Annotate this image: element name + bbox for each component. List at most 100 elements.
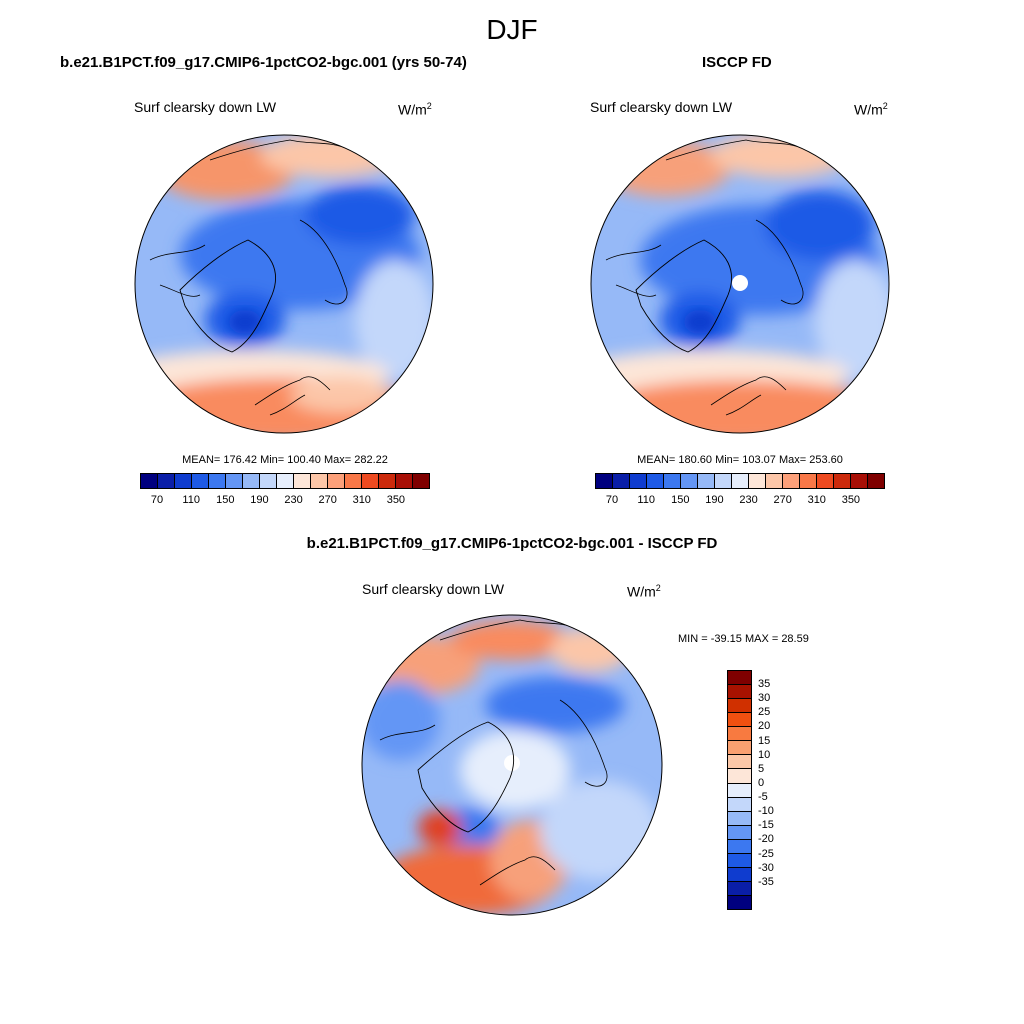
colorbar-cell <box>728 783 751 798</box>
colorbar-cell <box>396 474 413 488</box>
panel3-stats: MIN = -39.15 MAX = 28.59 <box>678 633 809 645</box>
colorbar-cell <box>728 853 751 868</box>
colorbar-cell <box>728 685 751 700</box>
colorbar-cell <box>728 713 751 728</box>
colorbar-cell <box>192 474 209 488</box>
colorbar-tick-label: -20 <box>758 833 774 846</box>
colorbar-cell <box>311 474 328 488</box>
colorbar-tick-label: 30 <box>758 692 771 705</box>
colorbar-cell <box>226 474 243 488</box>
colorbar-cell <box>294 474 311 488</box>
panel1-variable: Surf clearsky down LW <box>134 99 277 115</box>
colorbar-cell <box>345 474 362 488</box>
colorbar-cell <box>728 741 751 756</box>
colorbar-tick-label: -30 <box>758 861 774 874</box>
colorbar-tick-label: 270 <box>318 494 337 506</box>
colorbar-cell <box>728 699 751 714</box>
colorbar-cell <box>613 474 630 488</box>
colorbar-cell <box>596 474 613 488</box>
colorbar-tick-label: 0 <box>758 776 765 789</box>
colorbar-tick-label: 35 <box>758 678 771 691</box>
colorbar-cell <box>728 896 751 910</box>
colorbar-tick-label: 15 <box>758 734 771 747</box>
colorbar-tick-label: 310 <box>807 494 826 506</box>
colorbar-cell <box>379 474 396 488</box>
colorbar-cell <box>260 474 277 488</box>
colorbar-tick-label: 230 <box>739 494 758 506</box>
panel3-title: b.e21.B1PCT.f09_g17.CMIP6-1pctCO2-bgc.00… <box>306 535 718 552</box>
colorbar-cell <box>698 474 715 488</box>
colorbar-cell <box>728 867 751 882</box>
colorbar-cell <box>766 474 783 488</box>
colorbar-tick-label: 20 <box>758 720 771 733</box>
colorbar-cell <box>209 474 226 488</box>
colorbar-tick-label: 350 <box>386 494 406 506</box>
colorbar-tick-label: 230 <box>284 494 303 506</box>
panel3-colorbar <box>727 670 752 910</box>
panel1-stats: MEAN= 176.42 Min= 100.40 Max= 282.22 <box>182 454 388 466</box>
colorbar-cell <box>817 474 834 488</box>
panel3-variable: Surf clearsky down LW <box>362 581 505 597</box>
colorbar-cell <box>728 797 751 812</box>
colorbar-cell <box>728 769 751 784</box>
colorbar-tick-label: -25 <box>758 847 774 860</box>
colorbar-tick-label: 150 <box>216 494 235 506</box>
colorbar-cell <box>664 474 681 488</box>
colorbar-cell <box>728 755 751 770</box>
colorbar-cell <box>728 881 751 896</box>
colorbar-tick-label: 70 <box>150 494 164 506</box>
colorbar-cell <box>647 474 664 488</box>
colorbar-tick-label: 110 <box>182 494 200 506</box>
colorbar-cell <box>277 474 294 488</box>
panel1-colorbar <box>140 473 430 489</box>
colorbar-cell <box>749 474 766 488</box>
colorbar-tick-label: -10 <box>758 805 774 818</box>
colorbar-cell <box>728 825 751 840</box>
colorbar-tick-label: 10 <box>758 748 771 761</box>
colorbar-cell <box>413 474 429 488</box>
colorbar-tick-label: 5 <box>758 762 765 775</box>
colorbar-cell <box>728 839 751 854</box>
colorbar-cell <box>834 474 851 488</box>
colorbar-cell <box>243 474 260 488</box>
colorbar-tick-label: 190 <box>250 494 269 506</box>
colorbar-cell <box>868 474 884 488</box>
colorbar-cell <box>328 474 345 488</box>
figure-title: DJF <box>486 14 538 45</box>
panel3-colorbar-ticks: 35 30 25 20 15 10 5 0 -5 -10 -15 -20 -25 -30 -35 <box>758 670 798 910</box>
colorbar-cell <box>728 811 751 826</box>
panel2-variable: Surf clearsky down LW <box>590 99 733 115</box>
panel2-colorbar <box>595 473 885 489</box>
panel3-units: W/m2 <box>627 583 661 600</box>
colorbar-cell <box>800 474 817 488</box>
colorbar-cell <box>362 474 379 488</box>
colorbar-cell <box>175 474 192 488</box>
colorbar-cell <box>630 474 647 488</box>
colorbar-cell <box>728 727 751 742</box>
panel2-colorbar-ticks: 70 110 150 190 230 270 310 350 <box>595 494 885 508</box>
panel2-units: W/m2 <box>854 101 888 118</box>
colorbar-tick-label: 310 <box>352 494 371 506</box>
colorbar-tick-label: -15 <box>758 819 774 832</box>
colorbar-tick-label: 190 <box>705 494 724 506</box>
panel1-units: W/m2 <box>398 101 432 118</box>
colorbar-tick-label: -5 <box>758 791 768 804</box>
colorbar-tick-label: -35 <box>758 875 774 888</box>
colorbar-cell <box>728 671 751 686</box>
colorbar-cell <box>141 474 158 488</box>
colorbar-tick-label: 110 <box>637 494 655 506</box>
colorbar-tick-label: 70 <box>605 494 619 506</box>
colorbar-cell <box>158 474 175 488</box>
colorbar-cell <box>715 474 732 488</box>
colorbar-cell <box>732 474 749 488</box>
panel1-title: b.e21.B1PCT.f09_g17.CMIP6-1pctCO2-bgc.00… <box>60 54 467 71</box>
panel1-colorbar-ticks: 70 110 150 190 230 270 310 350 <box>140 494 430 508</box>
panel2-title: ISCCP FD <box>702 54 772 71</box>
colorbar-cell <box>783 474 800 488</box>
colorbar-tick-label: 25 <box>758 706 771 719</box>
colorbar-tick-label: 150 <box>671 494 690 506</box>
colorbar-cell <box>851 474 868 488</box>
